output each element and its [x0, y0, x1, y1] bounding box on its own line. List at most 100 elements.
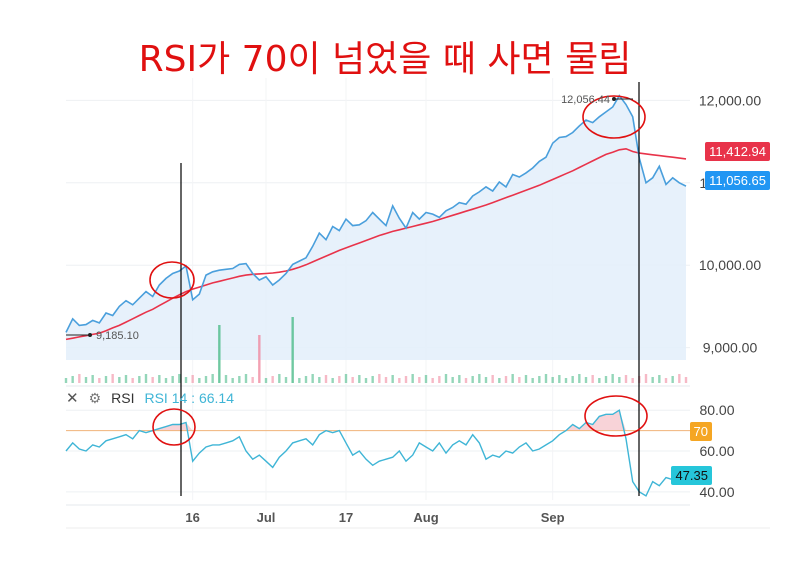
volume-bar [598, 378, 601, 383]
volume-bar [658, 375, 661, 383]
volume-bar [551, 377, 554, 383]
volume-bar [611, 374, 614, 383]
volume-bar [444, 374, 448, 383]
volume-bar [571, 376, 574, 383]
volume-bar [411, 374, 414, 383]
volume-bar [471, 376, 474, 383]
volume-bar [418, 377, 421, 383]
volume-bar [584, 377, 588, 383]
volume-bar [544, 374, 548, 383]
x-tick-label: Aug [413, 510, 438, 525]
x-tick-label: Sep [541, 510, 565, 525]
volume-bar [318, 377, 321, 383]
high-marker-dot [612, 97, 616, 101]
volume-bar [111, 374, 114, 383]
x-tick-label: 16 [185, 510, 199, 525]
annotations [149, 82, 648, 496]
rsi-overbought-fill [152, 410, 626, 431]
volume-bar [324, 375, 328, 383]
volume-bar [678, 374, 681, 383]
volume-bar [451, 377, 454, 383]
volume-bar [484, 377, 488, 383]
volume-bar [664, 378, 668, 383]
volume-bar [618, 377, 621, 383]
volume-bar [171, 376, 174, 383]
volume-bar [131, 378, 134, 383]
annotation-title: RSI가 70이 넘었을 때 사면 물림 [138, 39, 632, 80]
volume-bar [184, 377, 188, 383]
settings-icon[interactable]: ⚙ [88, 389, 102, 406]
volume-bar [84, 377, 88, 383]
y-tick-label: 40.00 [699, 484, 734, 500]
volume-bar [138, 376, 141, 383]
volume-bar [424, 375, 428, 383]
volume-bar [258, 335, 261, 383]
volume-bar [371, 376, 374, 383]
volume-bar [231, 378, 234, 383]
volume-bar [284, 377, 288, 383]
volume-bar [631, 378, 634, 383]
volume-bar [458, 375, 461, 383]
volume-bar [91, 375, 94, 383]
volume-bar [224, 375, 228, 383]
volume-bar [178, 374, 181, 383]
volume-bar [524, 375, 528, 383]
volume-bar [478, 374, 481, 383]
highlight-circle [149, 261, 195, 299]
price-markers: 9,185.10 12,056.44 [66, 94, 633, 342]
volume-bar [71, 376, 74, 383]
low-marker-label: 9,185.10 [96, 330, 139, 342]
x-tick-label: 17 [339, 510, 353, 525]
volume-bar [364, 378, 368, 383]
volume-bar [244, 374, 248, 383]
volume-bar [591, 375, 594, 383]
volume-bar [198, 378, 201, 383]
volume-bar [431, 378, 434, 383]
volume-bar [398, 378, 401, 383]
volume-bar [218, 325, 221, 383]
y-tick-label: 12,000.00 [699, 92, 761, 108]
volume-bar [644, 374, 648, 383]
price-line [65, 94, 687, 333]
y-tick-label: 60.00 [699, 443, 734, 459]
volume-bar [504, 376, 508, 383]
volume-bar [531, 378, 534, 383]
volume-bar [404, 376, 408, 383]
volume-bar [511, 374, 514, 383]
x-tick-label: Jul [257, 510, 276, 525]
volume-bar [651, 377, 654, 383]
volume-bar [251, 377, 254, 383]
rsi-legend: ✕ ⚙ RSI RSI 14 : 66.14 [66, 388, 244, 408]
volume-bar [378, 374, 381, 383]
volume-bar [671, 376, 674, 383]
rsi-indicator-name[interactable]: RSI [111, 390, 135, 406]
highlight-circle [584, 395, 648, 437]
volume-bar [331, 378, 334, 383]
close-icon[interactable]: ✕ [66, 390, 79, 407]
volume-bar [204, 376, 208, 383]
volume-bar [338, 376, 341, 383]
volume-bar [191, 375, 194, 383]
low-marker-dot [88, 333, 92, 337]
volume-bar [391, 375, 394, 383]
moving-average-line [65, 147, 687, 341]
price-area-fill [66, 95, 686, 360]
volume-bar [358, 375, 361, 383]
volume-bar [291, 317, 294, 383]
volume-bar [264, 378, 268, 383]
last-price-tag: 11,056.65 [705, 171, 770, 190]
volume-bar [464, 378, 468, 383]
volume-bar [98, 378, 101, 383]
volume-bar [384, 377, 388, 383]
volume-bar [684, 377, 688, 383]
volume-bar [118, 377, 121, 383]
ma-price-tag: 11,412.94 [705, 142, 770, 161]
y-tick-label: 10,000.00 [699, 257, 761, 273]
volume-bar [311, 374, 314, 383]
volume-bar [158, 375, 161, 383]
rsi-line [65, 409, 686, 497]
volume-bar [271, 376, 274, 383]
volume-bar [211, 374, 214, 383]
volume-bar [298, 378, 301, 383]
